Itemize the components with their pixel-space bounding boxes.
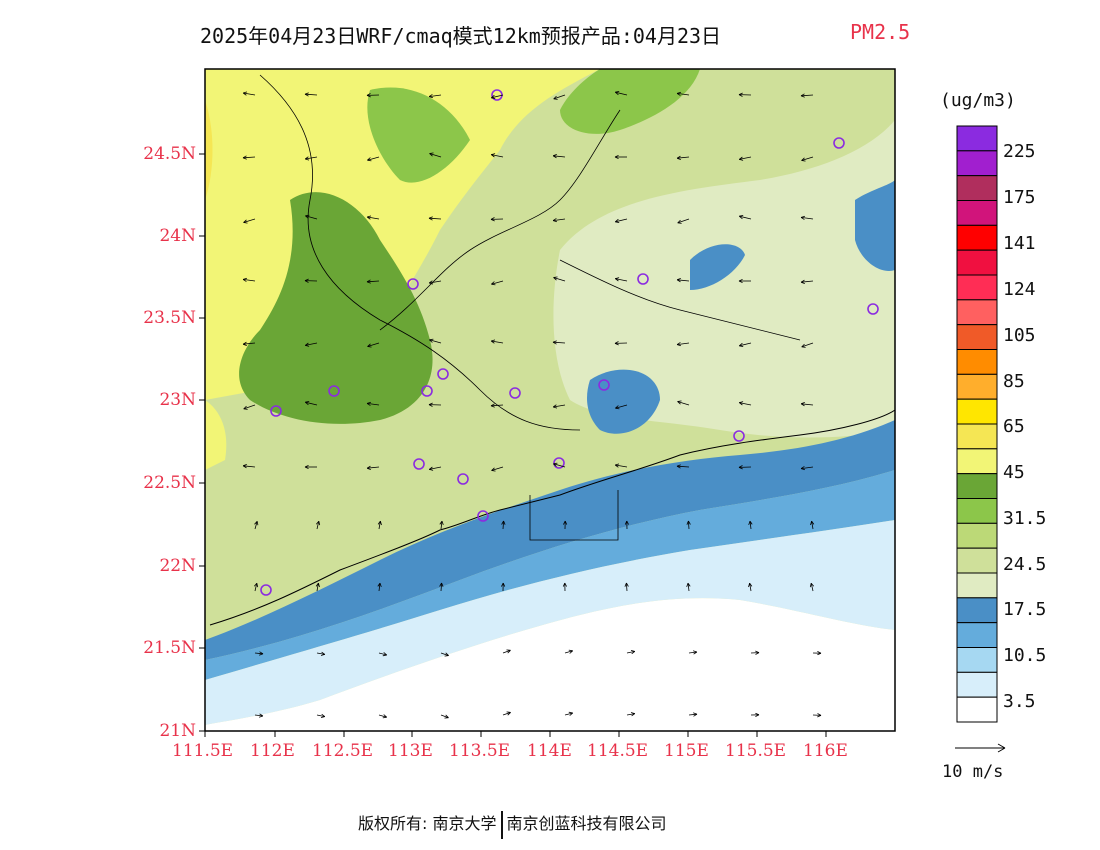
legend-swatch [956, 249, 998, 276]
legend-label: 141 [1003, 233, 1036, 254]
wind-reference-label: 10 m/s [942, 762, 1004, 782]
legend-swatch [956, 373, 998, 400]
lon-label: 115.5E [725, 741, 787, 761]
legend-label: 85 [1003, 371, 1025, 392]
legend-label: 10.5 [1003, 645, 1047, 666]
legend-swatch [956, 423, 998, 450]
lat-label: 21N [159, 721, 196, 741]
legend-swatch [956, 274, 998, 301]
lat-label: 23.5N [143, 308, 196, 328]
legend-swatch [956, 150, 998, 177]
title-main: 2025年04月23日WRF/cmaq模式12km预报产品:04月23日 [200, 24, 722, 48]
legend-swatch [956, 224, 998, 251]
legend-swatch [956, 125, 998, 152]
legend-unit: (ug/m3) [940, 90, 1016, 111]
legend-swatch [956, 522, 998, 549]
lat-label: 21.5N [143, 638, 196, 658]
legend-swatch [956, 175, 998, 202]
lon-label: 111.5E [172, 741, 234, 761]
lat-label: 24N [159, 226, 196, 246]
legend-swatch [956, 200, 998, 226]
concentration-field [205, 69, 895, 731]
lat-label: 22N [159, 556, 196, 576]
legend-swatch [956, 498, 998, 524]
legend-label: 175 [1003, 187, 1036, 208]
lon-label: 114.5E [587, 741, 649, 761]
legend-label: 17.5 [1003, 599, 1047, 620]
lat-label: 24.5N [143, 144, 196, 164]
legend-label: 45 [1003, 462, 1025, 483]
lat-label: 23N [159, 390, 196, 410]
legend-label: 3.5 [1003, 691, 1036, 712]
legend-swatch [956, 398, 998, 425]
legend-swatch [956, 572, 998, 599]
legend-swatch [956, 473, 998, 499]
wind-reference-arrow [955, 743, 1006, 753]
legend-swatch [956, 671, 998, 698]
lon-label: 114E [527, 741, 572, 761]
lon-label: 115E [664, 741, 709, 761]
legend-swatch [956, 448, 998, 475]
legend-colorbar [956, 125, 998, 723]
lon-label: 112.5E [312, 741, 374, 761]
copyright-org2: 南京创蓝科技有限公司 [506, 814, 667, 833]
copyright-org1: 南京大学 [432, 814, 497, 833]
title-variable: PM2.5 [850, 20, 911, 44]
lon-label: 112E [250, 741, 295, 761]
legend-label: 24.5 [1003, 554, 1047, 575]
legend-swatch [956, 696, 998, 723]
legend-swatch [956, 349, 998, 375]
lon-label: 113.5E [449, 741, 511, 761]
lon-label: 113E [388, 741, 433, 761]
copyright-separator [500, 810, 503, 839]
legend-swatch [956, 547, 998, 574]
legend-swatch [956, 597, 998, 624]
legend-label: 124 [1003, 279, 1036, 300]
copyright-prefix: 版权所有: [358, 814, 428, 833]
legend-swatch [956, 622, 998, 649]
map-title: 2025年04月23日WRF/cmaq模式12km预报产品:04月23日 PM2… [0, 20, 1100, 50]
copyright: 版权所有: 南京大学 南京创蓝科技有限公司 [358, 810, 667, 839]
legend-swatch [956, 647, 998, 673]
lat-label: 22.5N [143, 473, 196, 493]
lon-label: 116E [803, 741, 848, 761]
legend-label: 105 [1003, 325, 1036, 346]
legend-label: 31.5 [1003, 508, 1047, 529]
legend-swatch [956, 299, 998, 326]
legend-label: 65 [1003, 416, 1025, 437]
legend-label: 225 [1003, 141, 1036, 162]
legend-swatch [956, 324, 998, 350]
